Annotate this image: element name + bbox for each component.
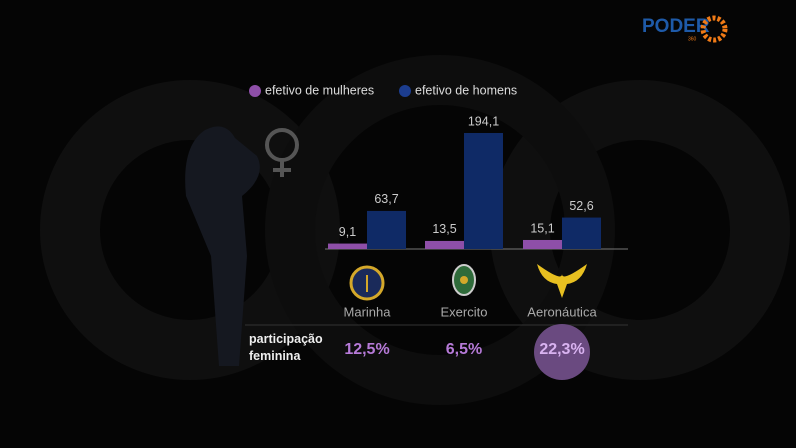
participation-label: participação feminina [249, 332, 323, 363]
icon-aeronautica [537, 264, 587, 298]
category-label: Aeronáutica [527, 304, 597, 319]
brand-logo [700, 15, 728, 43]
bar [367, 210, 406, 249]
participation-value: 6,5% [446, 341, 482, 358]
highlight-circle [534, 324, 590, 380]
bar [425, 240, 464, 249]
icon-exercito [452, 264, 476, 296]
participation-value: 22,3% [539, 341, 584, 358]
bar [562, 217, 601, 249]
brand-suffix: 360 [688, 36, 697, 42]
bar [523, 239, 562, 249]
value-label: 194,1 [468, 114, 499, 128]
value-label: 15,1 [530, 221, 554, 235]
value-label: 13,5 [432, 222, 456, 236]
participation-value: 12,5% [344, 341, 389, 358]
legend-marker [399, 85, 411, 97]
venus-symbol [265, 128, 299, 177]
person-silhouette [185, 126, 260, 366]
legend-label: efetivo de mulheres [265, 83, 374, 97]
legend-marker [249, 85, 261, 97]
category-label: Exercito [441, 304, 488, 319]
icon-marinha [349, 265, 385, 301]
category-label: Marinha [344, 304, 392, 319]
value-label: 52,6 [569, 199, 593, 213]
bar [464, 133, 503, 249]
brand-name: PODER [642, 16, 710, 37]
value-label: 63,7 [374, 192, 398, 206]
bar [328, 243, 367, 249]
background-decor [40, 55, 790, 405]
legend-label: efetivo de homens [415, 83, 517, 97]
value-label: 9,1 [339, 225, 356, 239]
